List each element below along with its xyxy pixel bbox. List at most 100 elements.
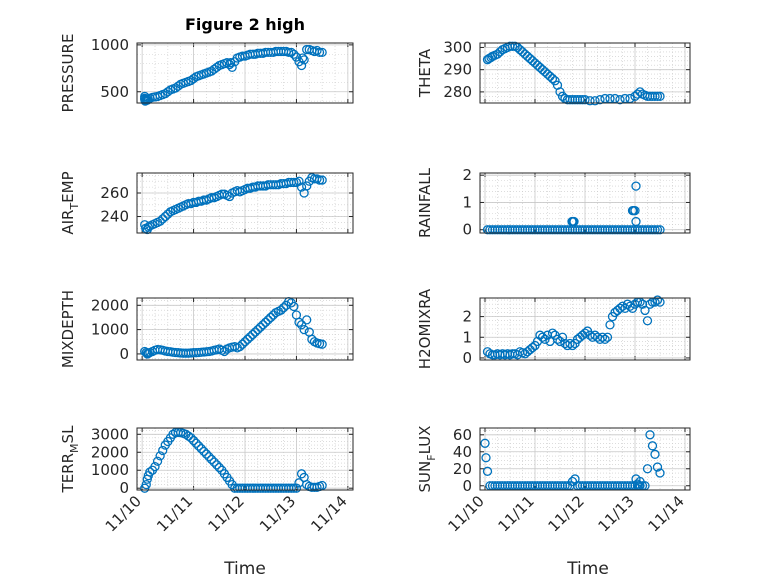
y-tick-label: 1000: [91, 461, 129, 479]
data-point: [214, 462, 224, 473]
y-tick-label: 290: [443, 61, 472, 79]
data-point: [266, 312, 276, 323]
data-point: [291, 483, 302, 493]
data-point: [276, 305, 286, 315]
axes-frame: [479, 172, 691, 234]
data-point: [296, 320, 307, 330]
data-point: [248, 329, 258, 340]
data-point: [155, 451, 165, 461]
data-point: [625, 301, 635, 311]
data-point: [314, 175, 325, 185]
y-axis-label: PRESSURE: [59, 34, 77, 113]
data-point: [158, 445, 168, 456]
y-tick-label: 2: [462, 308, 472, 326]
data-point: [141, 479, 151, 490]
data-point: [286, 483, 296, 493]
y-tick-label: 1000: [91, 36, 129, 54]
x-tick-label: 11/11: [495, 492, 538, 535]
data-point: [557, 332, 568, 342]
y-tick-label: 2: [462, 166, 472, 184]
data-point: [188, 73, 199, 84]
axes-frame: [136, 172, 354, 234]
subplot-theta: 280 290 300 THETA: [416, 38, 691, 106]
y-tick-label: 20: [453, 460, 472, 478]
data-point: [655, 225, 665, 235]
x-tick-label: 11/14: [645, 492, 688, 535]
figure-title: Figure 2 high: [185, 15, 305, 34]
data-point: [652, 225, 663, 235]
data-point: [547, 73, 558, 84]
subplot-rainfall: 0 1 2 RAINFALL: [416, 166, 691, 239]
data-point: [155, 216, 165, 226]
data-point: [209, 457, 219, 467]
data-point: [481, 453, 491, 463]
x-tick-label: 11/12: [205, 492, 248, 535]
data-point: [145, 467, 155, 477]
data-point: [196, 444, 206, 454]
data-point: [585, 96, 595, 106]
y-axis-label: H2OMIXRA: [416, 288, 434, 369]
axes-frame: [136, 427, 354, 491]
data-point: [650, 449, 660, 459]
data-point: [158, 214, 168, 224]
data-point: [317, 339, 327, 349]
data-point: [188, 435, 199, 446]
data-series: [140, 173, 327, 235]
x-tick-label: 11/14: [307, 492, 350, 535]
data-point: [652, 295, 663, 305]
x-tick-label: 11/10: [445, 492, 488, 535]
data-point: [260, 317, 271, 327]
y-tick-label: 0: [119, 345, 129, 363]
data-point: [615, 303, 625, 313]
y-tick-label: 2000: [91, 296, 129, 314]
data-point: [642, 316, 653, 326]
subplot-mixdepth: 0 1000 2000 MIXDEPTH: [59, 290, 354, 368]
data-point: [642, 464, 653, 474]
data-point: [289, 483, 299, 493]
x-axis-label-right: Time: [566, 559, 609, 579]
data-point: [150, 461, 160, 472]
data-point: [647, 441, 658, 451]
data-point: [631, 181, 641, 191]
y-tick-label: 1: [462, 193, 472, 211]
data-point: [186, 433, 196, 443]
data-point: [537, 332, 548, 342]
y-axis-label: RAINFALL: [416, 167, 434, 238]
y-tick-label: 280: [443, 83, 472, 101]
x-tick-label: 11/10: [102, 492, 145, 535]
data-point: [191, 438, 201, 448]
data-point: [507, 41, 518, 51]
y-tick-label: 0: [119, 479, 129, 497]
data-point: [312, 45, 322, 56]
data-point: [212, 62, 222, 73]
data-point: [240, 337, 250, 347]
y-tick-label: 3000: [91, 425, 129, 443]
x-tick-label: 11/13: [256, 492, 299, 535]
data-point: [255, 322, 266, 332]
data-point: [645, 299, 655, 309]
axes-frame: [479, 42, 691, 104]
data-point: [194, 441, 204, 451]
y-axis-label: THETA: [416, 48, 434, 98]
data-point: [299, 324, 309, 335]
y-tick-label: 40: [453, 443, 472, 461]
data-point: [652, 462, 663, 472]
y-tick-label: 1: [462, 328, 472, 346]
data-point: [547, 328, 558, 338]
data-point: [297, 53, 308, 63]
axes-frame: [136, 297, 354, 361]
data-point: [482, 347, 493, 357]
y-tick-label: 260: [100, 184, 129, 202]
data-point: [152, 456, 163, 466]
data-point: [206, 454, 217, 465]
data-point: [645, 430, 655, 440]
data-point: [237, 339, 248, 349]
axes-frame: [479, 297, 691, 361]
data-point: [567, 340, 578, 351]
data-point: [227, 62, 237, 73]
axes-frame: [479, 427, 691, 491]
data-point: [630, 205, 640, 216]
data-point: [253, 324, 263, 335]
